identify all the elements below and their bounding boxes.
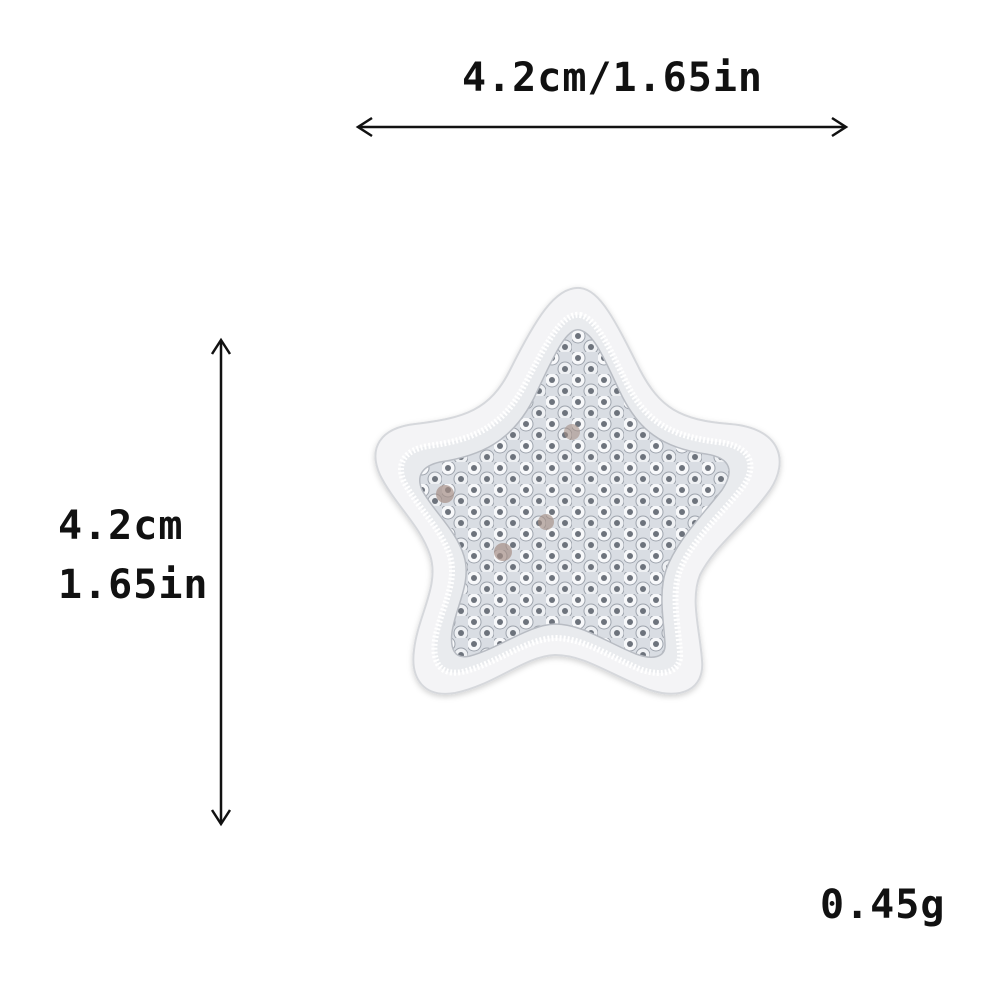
height-label-in: 1.65in [58, 562, 209, 608]
height-label-cm: 4.2cm [58, 503, 184, 549]
weight-label: 0.45g [820, 882, 946, 928]
star-icon [374, 286, 781, 695]
height-arrow [210, 337, 232, 827]
width-label: 4.2cm/1.65in [462, 55, 763, 101]
width-arrow [355, 116, 849, 138]
